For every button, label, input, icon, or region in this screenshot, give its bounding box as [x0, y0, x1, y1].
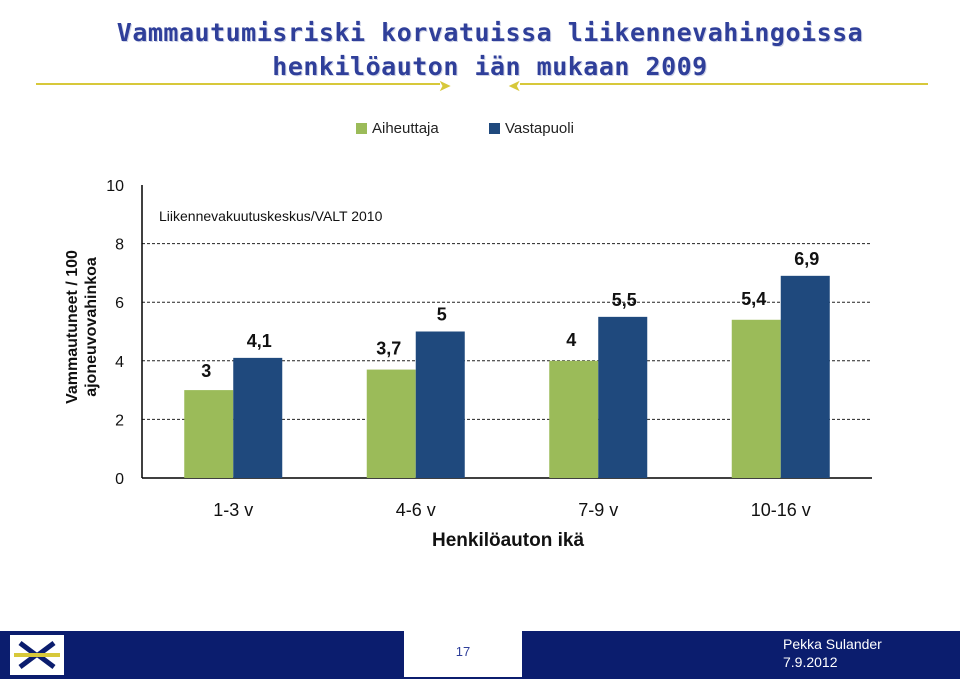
data-label: 6,9	[794, 249, 819, 269]
legend-item-aiheuttaja: Aiheuttaja	[356, 120, 439, 137]
page-number-box: 17	[404, 631, 522, 677]
x-tick-label: 1-3 v	[213, 500, 253, 520]
x-tick-label: 7-9 v	[578, 500, 618, 520]
y-tick-label: 10	[106, 178, 124, 195]
y-tick-label: 0	[115, 471, 124, 488]
bar-aiheuttaja-1	[366, 369, 416, 478]
x-tick-label: 4-6 v	[396, 500, 436, 520]
legend-item-vastapuoli: Vastapuoli	[489, 120, 574, 137]
data-label: 5,4	[741, 289, 766, 309]
title-rule-right	[520, 83, 928, 85]
data-label: 3	[201, 361, 211, 381]
legend-swatch-aiheuttaja	[356, 123, 367, 134]
y-tick-label: 6	[115, 295, 124, 312]
bar-vastapuoli-0	[233, 357, 283, 478]
bar-aiheuttaja-2	[549, 360, 599, 478]
arrow-right-icon: ➤	[438, 76, 452, 95]
legend-swatch-vastapuoli	[489, 123, 500, 134]
chart-title-line-2: henkilöauton iän mukaan 2009	[272, 52, 708, 81]
bar-chart: Liikennevakuutuskeskus/VALT 2010 0 2 4 6 8 10…	[106, 178, 872, 520]
footer-bar: 17 Pekka Sulander 7.9.2012	[0, 631, 960, 679]
legend-label-aiheuttaja: Aiheuttaja	[372, 120, 439, 137]
data-label: 4	[566, 330, 576, 350]
x-axis-title: Henkilöauton ikä	[431, 530, 585, 551]
bar-aiheuttaja-3	[731, 319, 781, 478]
logo	[10, 635, 64, 675]
data-label: 3,7	[376, 339, 401, 359]
data-label: 5,5	[612, 290, 637, 310]
y-tick-label: 8	[115, 237, 124, 254]
bar-vastapuoli-2	[598, 316, 648, 478]
title-rule-left	[36, 83, 440, 85]
y-tick-label: 4	[115, 354, 124, 371]
bar-aiheuttaja-0	[184, 390, 234, 478]
data-label: 4,1	[247, 331, 272, 351]
data-label: 5	[437, 305, 447, 325]
bar-vastapuoli-3	[780, 275, 830, 478]
source-note: Liikennevakuutuskeskus/VALT 2010	[159, 208, 383, 224]
page-number: 17	[455, 644, 471, 659]
bar-vastapuoli-1	[415, 331, 465, 478]
legend-label-vastapuoli: Vastapuoli	[505, 120, 574, 137]
y-tick-label: 2	[115, 412, 124, 429]
x-tick-label: 10-16 v	[751, 500, 811, 520]
date: 7.9.2012	[783, 654, 838, 670]
chart-title-line-1: Vammautumisriski korvatuissa liikennevah…	[116, 18, 864, 47]
logo-arrows-icon	[14, 641, 60, 669]
author: Pekka Sulander	[783, 636, 882, 652]
